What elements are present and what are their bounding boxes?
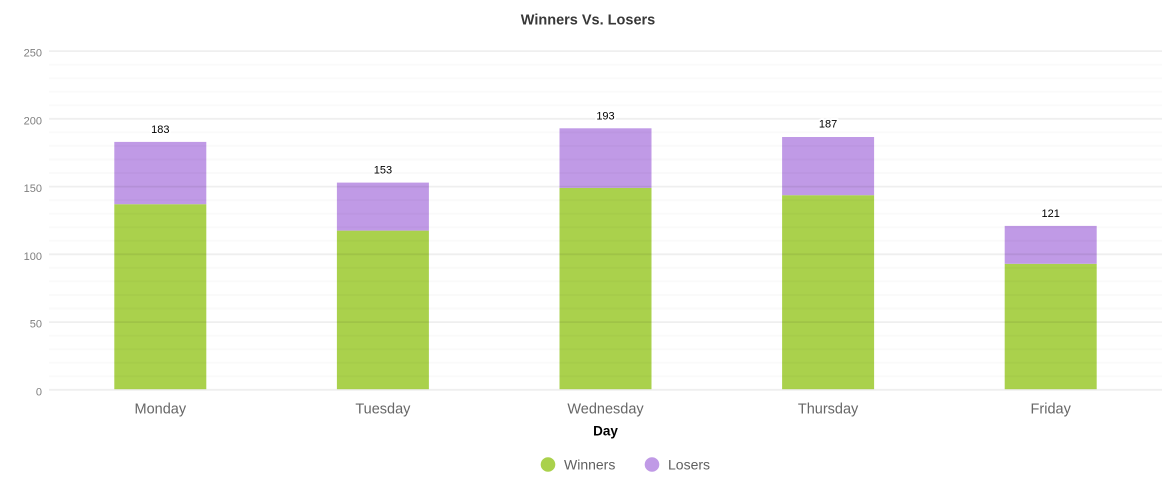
svg-text:Winners: Winners [564, 457, 615, 473]
svg-text:Thursday: Thursday [798, 401, 859, 417]
svg-text:Monday: Monday [135, 401, 187, 417]
svg-text:121: 121 [1042, 208, 1060, 220]
svg-text:Friday: Friday [1031, 401, 1072, 417]
svg-text:50: 50 [30, 319, 42, 331]
svg-text:150: 150 [24, 183, 42, 195]
svg-text:Losers: Losers [668, 457, 710, 473]
svg-text:Winners Vs. Losers: Winners Vs. Losers [521, 12, 655, 28]
svg-text:153: 153 [374, 165, 392, 177]
svg-text:Tuesday: Tuesday [355, 401, 411, 417]
svg-text:250: 250 [24, 48, 42, 60]
svg-text:193: 193 [596, 110, 614, 122]
svg-text:200: 200 [24, 115, 42, 127]
svg-text:Wednesday: Wednesday [567, 401, 644, 417]
svg-text:Day: Day [593, 424, 618, 439]
svg-text:187: 187 [819, 119, 837, 131]
svg-text:100: 100 [24, 251, 42, 263]
svg-text:0: 0 [36, 386, 42, 398]
svg-text:183: 183 [151, 124, 169, 136]
